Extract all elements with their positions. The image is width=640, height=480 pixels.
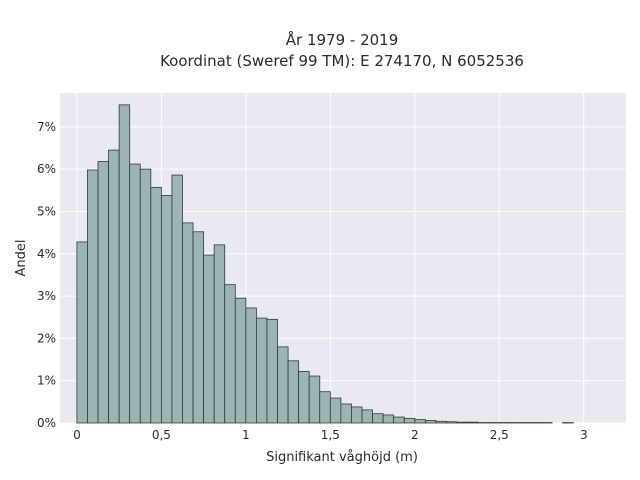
histogram-bar [298,370,310,424]
x-tick-label: 0,5 [152,428,171,442]
chart-subtitle: Koordinat (Sweref 99 TM): E 274170, N 60… [160,52,524,70]
histogram-bar [277,346,289,424]
histogram-bar [308,375,321,424]
histogram-bar [234,297,247,424]
histogram-bar [182,222,194,424]
y-tick-label: 1% [37,374,56,388]
y-tick-label: 4% [37,247,56,261]
histogram-bar [150,186,162,424]
histogram-bar [329,397,342,424]
histogram-bar [435,420,447,424]
histogram-bar [382,414,395,424]
histogram-bar [361,409,373,424]
y-tick-label: 7% [37,120,56,134]
histogram-bar [287,360,300,424]
histogram-bar [87,169,99,424]
x-tick-label: 2,5 [490,428,509,442]
histogram-bar [203,254,215,424]
y-tick-label: 6% [37,162,56,176]
histogram-bar [393,416,405,424]
histogram-bar [372,413,384,424]
x-tick-label: 0 [73,428,81,442]
histogram-bar [97,161,109,424]
y-tick-label: 2% [37,331,56,345]
histogram-bar [467,421,479,424]
x-axis-label: Signifikant våghöjd (m) [266,450,418,465]
histogram-bar [129,163,141,424]
histogram-bar [213,244,226,424]
histogram-bar [319,391,331,424]
histogram-bar [192,231,205,424]
x-tick-label: 1,5 [321,428,340,442]
chart-title: År 1979 - 2019 [286,30,399,49]
histogram-bar [139,168,152,424]
histogram-bar [266,318,278,424]
histogram-bar [245,307,257,424]
y-axis-label: Andel [14,240,29,277]
histogram-bar [171,174,183,424]
histogram-bar [160,194,173,424]
histogram-bar [118,104,131,424]
histogram-bar [76,241,88,424]
histogram-bar [414,419,426,424]
x-tick-label: 2 [411,428,419,442]
histogram-bar [351,406,363,424]
histogram-bar [224,284,236,424]
histogram-bar [424,420,437,424]
bars [76,104,574,424]
y-tick-label: 3% [37,289,56,303]
tick-labels: 0 0,5 1 1,5 2 2,5 3 0% 1% 2% 3% 4% 5% 6% 7% [37,120,588,442]
x-tick-label: 1 [242,428,250,442]
y-tick-label: 0% [37,416,56,430]
histogram-bar [340,403,352,424]
histogram-bar [108,149,120,424]
x-tick-label: 3 [580,428,588,442]
histogram-bar [403,417,416,424]
histogram-bar [256,317,268,424]
histogram-bar [446,421,458,424]
y-tick-label: 5% [37,204,56,218]
histogram-bar [456,421,469,424]
